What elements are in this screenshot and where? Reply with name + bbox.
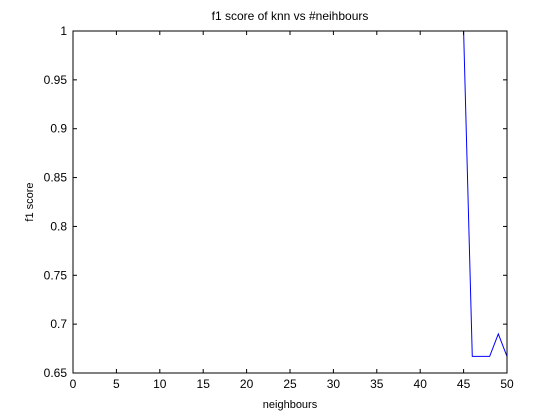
y-axis-label: f1 score	[24, 182, 36, 221]
x-tick-label: 45	[457, 377, 471, 391]
y-tick-label: 0.85	[44, 171, 68, 185]
chart-title: f1 score of knn vs #neihbours	[212, 9, 369, 23]
x-tick-label: 10	[153, 377, 167, 391]
y-tick-label: 0.75	[44, 268, 68, 282]
x-tick-label: 25	[283, 377, 297, 391]
x-tick-label: 40	[414, 377, 428, 391]
plot-area	[73, 31, 507, 373]
y-tick-label: 1	[60, 24, 67, 38]
y-tick-label: 0.65	[44, 366, 68, 380]
y-tick-label: 0.9	[50, 122, 67, 136]
x-tick-label: 35	[370, 377, 384, 391]
y-tick-label: 0.7	[50, 317, 67, 331]
x-tick-label: 30	[327, 377, 341, 391]
x-tick-label: 15	[197, 377, 211, 391]
y-tick-label: 0.95	[44, 73, 68, 87]
x-axis-label: neighbours	[263, 399, 318, 411]
x-tick-label: 20	[240, 377, 254, 391]
y-tick-label: 0.8	[50, 219, 67, 233]
x-tick-label: 50	[500, 377, 514, 391]
x-tick-label: 0	[70, 377, 77, 391]
x-tick-label: 5	[113, 377, 120, 391]
ticks-layer: 0 5 10 15 20 25 30 35 40 45 50 0.65 0.7 0.75 0.8 0.85 0.…	[44, 24, 514, 391]
